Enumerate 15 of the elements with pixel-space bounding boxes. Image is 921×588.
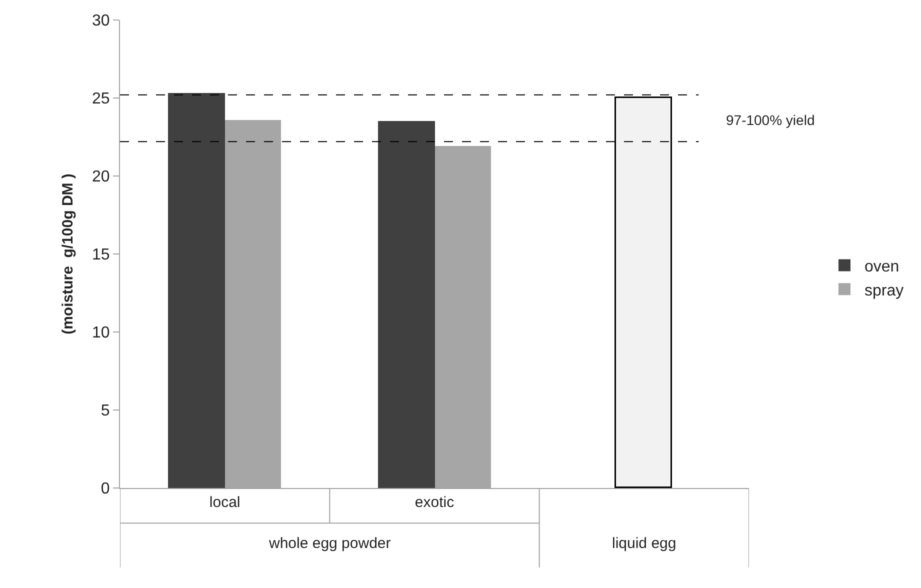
legend-label: oven <box>864 258 900 276</box>
y-axis-title: (moisture g/100g DM ) <box>59 174 76 334</box>
y-tick-label: 10 <box>92 324 110 342</box>
y-tick-label: 30 <box>92 12 110 30</box>
text: whole egg powder <box>268 535 391 552</box>
legend-label: spray <box>864 282 904 300</box>
y-tick-label: 25 <box>92 90 110 108</box>
ref-line-label: 97-100% yield <box>726 112 815 128</box>
y-tick-label: 0 <box>100 480 110 498</box>
x-tick-label: local <box>209 494 240 511</box>
y-tick-label: 20 <box>92 168 110 186</box>
x-tick-label: exotic <box>414 494 455 511</box>
y-tick-label: 5 <box>100 402 110 420</box>
text: liquid egg <box>612 535 676 552</box>
y-tick-label: 15 <box>92 246 110 264</box>
